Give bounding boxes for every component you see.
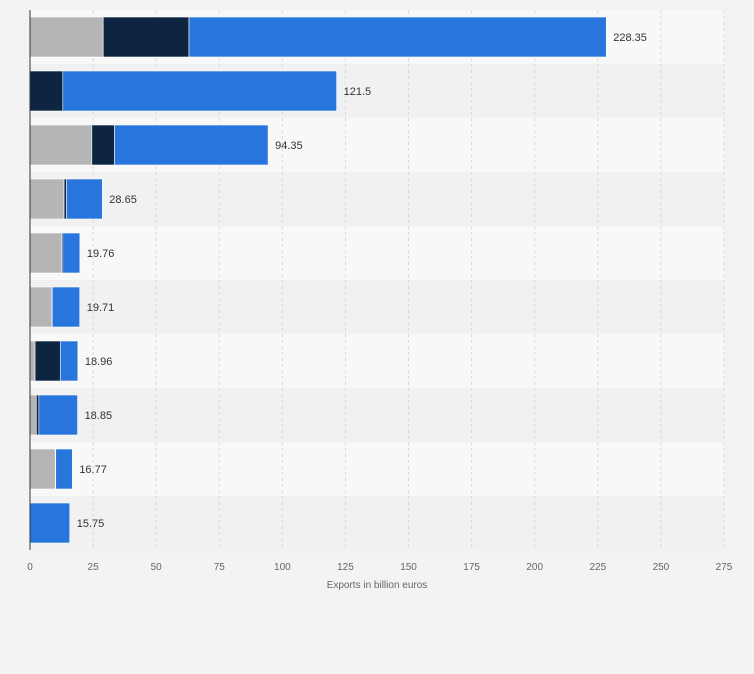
row-band — [30, 226, 724, 280]
value-label: 15.75 — [77, 518, 105, 530]
bar-segment-blue — [188, 16, 607, 58]
row-band — [30, 442, 724, 496]
bar-segment-blue — [62, 70, 337, 112]
x-axis-title: Exports in billion euros — [327, 580, 428, 591]
x-tick-label: 150 — [400, 562, 417, 573]
bar-segment-navy — [36, 394, 40, 436]
value-labels: 228.35 121.5 94.35 28.65 19.76 19.71 18.96 18.8… — [77, 32, 647, 530]
row-band — [30, 172, 724, 226]
bars — [29, 16, 607, 544]
bar-segment-navy — [29, 70, 64, 112]
value-label: 28.65 — [109, 194, 137, 206]
value-label: 16.77 — [79, 464, 107, 476]
value-label: 19.76 — [87, 248, 115, 260]
x-tick-label: 0 — [27, 562, 33, 573]
bar-segment-navy — [63, 178, 67, 220]
bar-segment-blue — [59, 340, 79, 382]
value-label: 18.85 — [85, 410, 113, 422]
bar-segment-gray — [29, 286, 52, 328]
bar-segment-gray — [29, 448, 56, 490]
value-label: 19.71 — [87, 302, 115, 314]
x-tick-label: 175 — [463, 562, 480, 573]
bar-segment-gray — [29, 178, 65, 220]
bar-segment-navy — [102, 16, 190, 58]
bar-segment-blue — [62, 232, 81, 274]
row-bands — [30, 10, 724, 550]
bar-segment-gray — [29, 340, 36, 382]
bar-segment-navy — [34, 340, 61, 382]
row-band — [30, 388, 724, 442]
bar-segment-blue — [38, 394, 78, 436]
bar-segment-blue — [55, 448, 73, 490]
x-tick-label: 125 — [337, 562, 354, 573]
x-tick-label: 25 — [88, 562, 100, 573]
value-label: 18.96 — [85, 356, 113, 368]
bar-segment-blue — [66, 178, 103, 220]
x-tick-label: 50 — [151, 562, 163, 573]
value-label: 94.35 — [275, 140, 303, 152]
x-tick-label: 275 — [716, 562, 733, 573]
x-tick-label: 100 — [274, 562, 291, 573]
row-band — [30, 334, 724, 388]
x-tick-label: 200 — [526, 562, 543, 573]
bar-segment-gray — [29, 124, 93, 166]
bar-segment-navy — [91, 124, 115, 166]
value-label: 121.5 — [344, 86, 372, 98]
bar-segment-blue — [51, 286, 81, 328]
x-tick-label: 225 — [589, 562, 606, 573]
x-axis-ticks: 0 25 50 75 100 125 150 175 200 225 250 275 — [27, 562, 733, 573]
row-band — [30, 496, 724, 550]
x-tick-label: 250 — [653, 562, 670, 573]
bar-segment-gray — [29, 16, 104, 58]
value-label: 228.35 — [613, 32, 647, 44]
bar-segment-gray — [29, 232, 62, 274]
row-band — [30, 280, 724, 334]
bar-segment-gray — [29, 394, 37, 436]
bar-segment-blue — [29, 502, 71, 544]
bar-segment-blue — [114, 124, 269, 166]
x-tick-label: 75 — [214, 562, 226, 573]
